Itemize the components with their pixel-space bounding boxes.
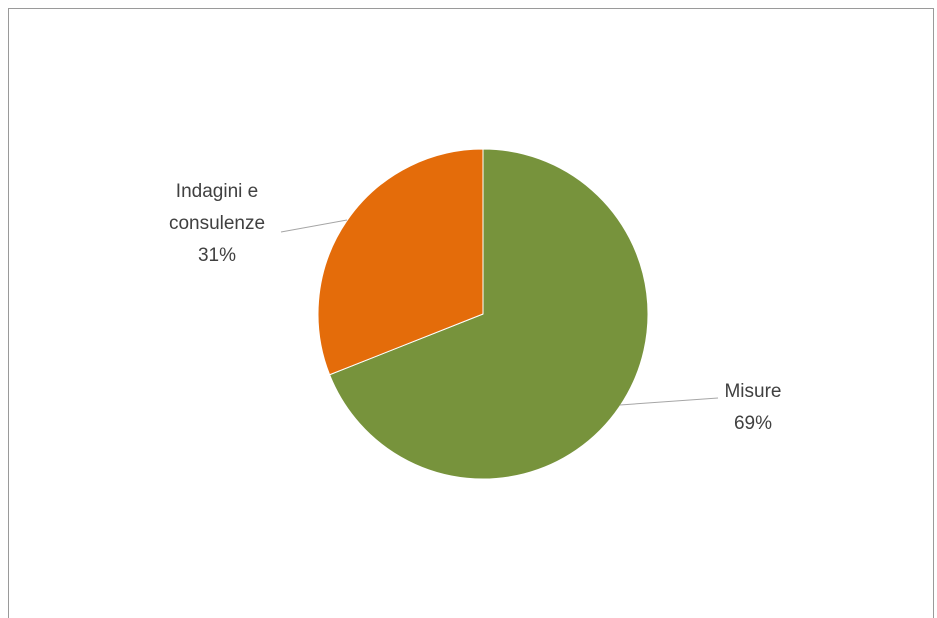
pie-slice-0 <box>328 148 649 480</box>
slice-percent-indagini: 31% <box>198 245 236 266</box>
slice-label-misure: Misure <box>724 381 781 402</box>
slice-label-misure-name: Misure <box>724 381 781 402</box>
pie-slice-1 <box>317 148 484 376</box>
slice-labels: Misure 69% Indagini e consulenze 31% <box>169 181 782 434</box>
slice-label-indagini-line1: Indagini e <box>176 181 258 202</box>
leader-lines <box>280 219 719 406</box>
slice-label-indagini-line2: consulenze <box>169 213 265 234</box>
pie-slices <box>317 148 649 480</box>
leader-line-0 <box>619 397 719 406</box>
slice-percent-misure: 69% <box>734 413 772 434</box>
leader-line-1 <box>280 219 348 233</box>
